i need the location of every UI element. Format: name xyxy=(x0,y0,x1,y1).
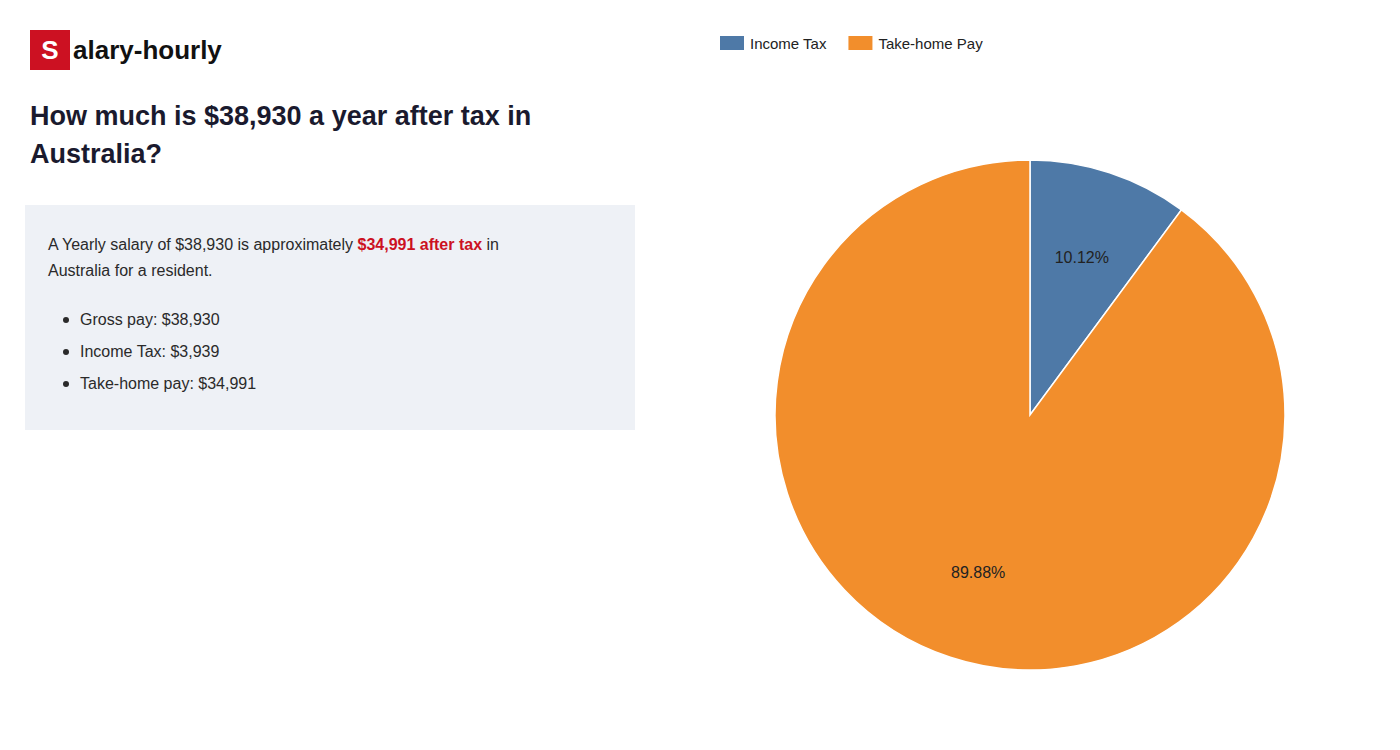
info-box-background xyxy=(25,205,635,430)
legend: Income Tax Take-home Pay xyxy=(720,35,983,52)
legend-swatch xyxy=(720,36,744,50)
pie-slice xyxy=(775,160,1285,670)
data-label: 89.88% xyxy=(951,564,1005,581)
title-line: Australia? xyxy=(30,139,162,169)
legend-swatch xyxy=(848,36,872,50)
info-box: A Yearly salary of $38,930 is approximat… xyxy=(25,205,635,430)
legend-label: Take-home Pay xyxy=(878,35,983,52)
legend-label: Income Tax xyxy=(750,35,827,52)
legend-item: Income Tax xyxy=(720,35,827,52)
info-text: $34,991 after tax xyxy=(358,236,483,253)
chart: Salary-hourly How much is $38,930 a year … xyxy=(0,0,1400,750)
info-text: A Yearly salary of $38,930 is approximat… xyxy=(48,236,358,253)
bullet-text: Income Tax: $3,939 xyxy=(80,343,219,360)
logo: Salary-hourly xyxy=(30,30,222,70)
logo-box xyxy=(30,30,70,70)
info-text: in xyxy=(482,236,499,253)
data-label: 10.12% xyxy=(1055,249,1109,266)
bullet-text: Gross pay: $38,930 xyxy=(80,311,220,328)
title-line: How much is $38,930 a year after tax in xyxy=(30,101,531,131)
title: How much is $38,930 a year after tax in A… xyxy=(30,101,531,169)
info-text: Australia for a resident. xyxy=(48,262,213,279)
bullet xyxy=(63,317,69,323)
bullet xyxy=(63,381,69,387)
legend-item: Take-home Pay xyxy=(848,35,983,52)
data-labels: 10.12% 89.88% xyxy=(951,249,1109,581)
logo-text: alary-hourly xyxy=(73,35,222,65)
pie xyxy=(775,160,1285,670)
bullet-text: Take-home pay: $34,991 xyxy=(80,375,256,392)
bullet xyxy=(63,349,69,355)
logo-text: S xyxy=(41,35,58,65)
